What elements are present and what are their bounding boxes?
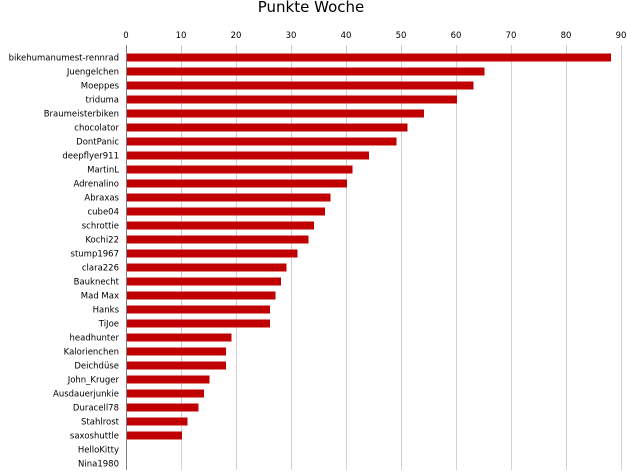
bar (127, 249, 298, 258)
category-label: Braumeisterbiken (44, 110, 119, 120)
x-tick-label: 80 (561, 31, 572, 41)
x-axis-ticks: 0 10 20 30 40 50 60 70 80 90 (123, 31, 626, 41)
bar (127, 95, 457, 104)
bar (127, 333, 232, 342)
bar (127, 305, 270, 314)
bar (127, 235, 309, 244)
bar (127, 277, 281, 286)
bar (127, 165, 353, 174)
category-label: schrottie (82, 222, 119, 232)
category-label: saxoshuttle (70, 432, 119, 442)
x-tick-label: 50 (396, 31, 407, 41)
category-label: stump1967 (71, 250, 119, 260)
bar (127, 263, 287, 272)
x-tick-label: 70 (506, 31, 517, 41)
chart-title: Punkte Woche (258, 0, 364, 16)
bar (127, 319, 270, 328)
category-label: clara226 (82, 264, 119, 274)
bar (127, 53, 611, 62)
category-label: Kochi22 (85, 236, 119, 246)
bar (127, 81, 474, 90)
bar (127, 431, 182, 440)
x-tick-label: 0 (123, 31, 128, 41)
category-label: HelloKitty (78, 446, 119, 456)
bar (127, 403, 199, 412)
bar (127, 151, 369, 160)
category-label: TiJoe (98, 320, 119, 330)
category-label: Ausdauerjunkie (53, 390, 119, 400)
category-label: chocolator (74, 124, 119, 134)
bar (127, 193, 331, 202)
category-label: triduma (86, 96, 119, 106)
x-tick-label: 30 (286, 31, 297, 41)
bar (127, 67, 485, 76)
bar (127, 109, 424, 118)
category-label: John_Kruger (67, 376, 120, 386)
bars (127, 53, 611, 440)
category-label: Kalorienchen (64, 348, 119, 358)
category-label: Mad Max (81, 292, 119, 302)
category-label: Stahlrost (81, 418, 120, 428)
category-label: Bauknecht (74, 278, 120, 288)
category-label: bikehumanumest-rennrad (9, 54, 119, 64)
bar (127, 179, 347, 188)
x-tick-label: 60 (451, 31, 462, 41)
category-label: DontPanic (76, 138, 119, 148)
bar (127, 137, 397, 146)
category-label: Moeppes (81, 82, 120, 92)
category-label: cube04 (87, 208, 119, 218)
category-label: Nina1980 (78, 460, 119, 470)
bar (127, 221, 314, 230)
category-label: headhunter (70, 334, 120, 344)
bar (127, 291, 276, 300)
x-tick-label: 90 (616, 31, 627, 41)
bar (127, 417, 188, 426)
category-label: Abraxas (84, 194, 119, 204)
category-label: Juengelchen (66, 68, 119, 78)
category-label: Hanks (93, 306, 120, 316)
bar (127, 207, 325, 216)
category-label: MartinL (87, 166, 119, 176)
category-label: Adrenalino (73, 180, 119, 190)
x-tick-label: 40 (341, 31, 352, 41)
category-label: deepflyer911 (62, 152, 119, 162)
x-tick-label: 20 (231, 31, 242, 41)
bar (127, 361, 226, 370)
bar (127, 389, 204, 398)
category-labels: bikehumanumest-rennrad Juengelchen Moeppes… (9, 54, 120, 470)
bar (127, 347, 226, 356)
bar (127, 375, 210, 384)
category-label: Deichdüse (74, 362, 119, 372)
category-label: Duracell78 (73, 404, 119, 414)
bar (127, 123, 408, 132)
x-tick-label: 10 (176, 31, 187, 41)
